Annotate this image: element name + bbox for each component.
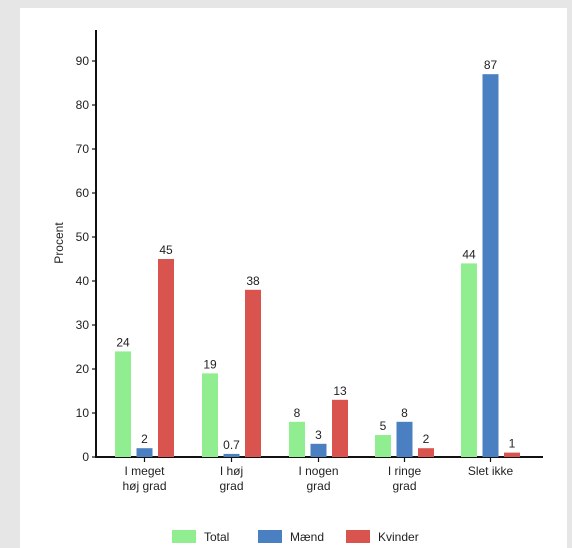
legend-label: Total	[204, 530, 229, 544]
data-label: 13	[333, 384, 347, 398]
y-axis-title: Procent	[52, 222, 66, 264]
data-label: 1	[509, 437, 516, 451]
legend-label: Mænd	[290, 530, 324, 544]
bar-m-nd	[482, 74, 499, 457]
y-tick-label: 90	[76, 54, 90, 68]
bar-total	[289, 421, 305, 457]
data-label: 38	[246, 274, 260, 288]
data-label: 8	[294, 406, 301, 420]
bar-m-nd	[223, 453, 240, 457]
y-tick-label: 10	[76, 406, 90, 420]
data-label: 19	[203, 357, 217, 371]
x-category-label: I høj	[220, 464, 243, 478]
data-label: 45	[159, 243, 173, 257]
x-category-label: I ringe	[388, 464, 422, 478]
y-tick-label: 80	[76, 98, 90, 112]
bar-kvinder	[418, 448, 434, 457]
legend-swatch	[172, 530, 196, 543]
data-label: 0.7	[223, 438, 240, 452]
x-category-label: I nogen	[298, 464, 338, 478]
y-tick-label: 30	[76, 318, 90, 332]
legend-swatch	[258, 530, 282, 543]
data-label: 2	[423, 432, 430, 446]
x-category-label: grad	[219, 479, 243, 493]
y-tick-label: 40	[76, 274, 90, 288]
bar-total	[461, 263, 477, 457]
bar-m-nd	[310, 443, 327, 457]
y-tick-label: 0	[82, 450, 89, 464]
data-label: 44	[462, 247, 476, 261]
legend: Total Mænd Kvinder	[172, 530, 419, 544]
data-label: 3	[315, 428, 322, 442]
data-label: 87	[484, 58, 498, 72]
x-category-label: Slet ikke	[468, 464, 514, 478]
legend-label: Kvinder	[378, 530, 419, 544]
bar-total	[375, 435, 391, 457]
y-tick-label: 70	[76, 142, 90, 156]
bar-kvinder	[504, 452, 520, 457]
data-label: 2	[141, 432, 148, 446]
y-tick-label: 60	[76, 186, 90, 200]
bar-m-nd	[136, 448, 153, 457]
bar-total	[202, 373, 218, 457]
y-tick-label: 20	[76, 362, 90, 376]
x-category-label: grad	[306, 479, 330, 493]
data-label: 8	[401, 406, 408, 420]
legend-swatch	[346, 530, 370, 543]
bar-kvinder	[245, 289, 261, 457]
bar-total	[115, 351, 131, 457]
bar-kvinder	[332, 399, 348, 457]
x-category-label: I meget	[124, 464, 165, 478]
x-category-label: høj grad	[122, 479, 166, 493]
y-tick-label: 50	[76, 230, 90, 244]
data-label: 24	[116, 335, 130, 349]
bar-m-nd	[396, 421, 413, 457]
bar-kvinder	[158, 259, 174, 457]
x-category-label: grad	[392, 479, 416, 493]
data-label: 5	[380, 419, 387, 433]
